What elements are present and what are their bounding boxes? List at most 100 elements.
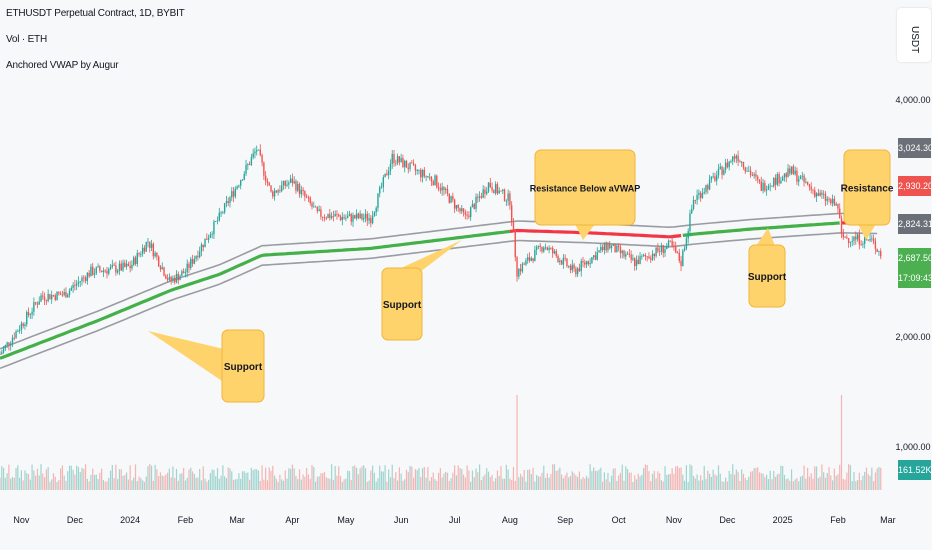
candle-body xyxy=(430,176,433,182)
candle-body xyxy=(585,261,588,265)
candle-body xyxy=(396,156,399,164)
volume-bar xyxy=(166,472,169,490)
volume-bar xyxy=(302,474,304,490)
candle-body xyxy=(411,162,413,164)
candle-body xyxy=(621,250,623,254)
volume-bar xyxy=(409,465,411,490)
volume-bar xyxy=(561,474,563,490)
volume-bar xyxy=(199,468,201,490)
volume-bar xyxy=(782,466,784,490)
volume-bar xyxy=(760,473,762,490)
candle-body xyxy=(131,264,133,269)
callout-support-3: Support xyxy=(748,228,787,308)
candle-body xyxy=(420,170,422,178)
candle-body xyxy=(58,291,60,294)
candle-body xyxy=(551,247,554,254)
time-tick-14: 2025 xyxy=(773,515,793,525)
candle-body xyxy=(764,182,766,191)
volume-legend[interactable]: Vol · ETH xyxy=(6,34,47,45)
volume-bar xyxy=(664,466,666,490)
volume-bar xyxy=(860,480,862,490)
candle-body xyxy=(710,176,713,180)
candle-body xyxy=(657,247,659,252)
candle-body xyxy=(660,245,663,252)
candle-body xyxy=(849,241,852,243)
volume-bar xyxy=(655,478,657,490)
volume-bar xyxy=(598,469,600,490)
candle-body xyxy=(783,173,786,178)
candle-body xyxy=(721,166,723,175)
volume-bar xyxy=(11,476,14,490)
candle-body xyxy=(184,272,187,274)
volume-bar xyxy=(29,479,31,490)
candle-body xyxy=(222,212,224,214)
volume-bar xyxy=(430,476,433,490)
candle-body xyxy=(286,184,288,186)
volume-bar xyxy=(803,465,805,490)
volume-bar xyxy=(1,466,3,490)
volume-tag: 161.52K xyxy=(898,460,932,480)
candle-body xyxy=(617,245,620,248)
candle-body xyxy=(18,329,21,332)
volume-bar xyxy=(83,469,85,490)
candle-body xyxy=(270,185,272,192)
candle-body xyxy=(712,176,714,178)
volume-bar xyxy=(534,481,536,490)
volume-bar xyxy=(125,472,128,490)
volume-bar xyxy=(311,465,313,490)
callout-support-2-box xyxy=(381,267,423,341)
volume-bar xyxy=(354,465,356,490)
candle-body xyxy=(851,240,853,242)
callout-resistance-pointer xyxy=(858,224,876,240)
candle-body xyxy=(753,174,755,176)
candle-body xyxy=(489,182,491,188)
indicator-legend[interactable]: Anchored VWAP by Augur xyxy=(6,60,119,71)
volume-bar xyxy=(84,464,87,490)
candle-body xyxy=(352,215,354,222)
candle-body xyxy=(592,255,595,258)
volume-bar xyxy=(22,480,24,490)
volume-bar xyxy=(316,476,318,490)
callout-support-1-box xyxy=(221,329,265,403)
volume-bar xyxy=(314,481,317,490)
volume-bar xyxy=(721,481,723,490)
candle-body xyxy=(261,155,263,163)
candle-body xyxy=(605,242,607,251)
candle-body xyxy=(332,216,335,217)
candle-body xyxy=(51,295,53,300)
candle-body xyxy=(393,153,395,163)
candle-body xyxy=(147,241,149,243)
volume-bar xyxy=(607,472,609,490)
symbol-legend[interactable]: ETHUSDT Perpetual Contract, 1D, BYBIT xyxy=(6,8,185,19)
candle-body xyxy=(473,204,475,209)
volume-bar xyxy=(133,477,135,490)
volume-bar xyxy=(678,467,680,490)
candle-body xyxy=(366,213,368,221)
candle-body xyxy=(341,217,344,221)
candle-body xyxy=(767,186,770,190)
candle-body xyxy=(468,215,470,218)
candle-body xyxy=(154,252,156,257)
volume-bar xyxy=(753,468,755,490)
volume-bar xyxy=(826,473,828,490)
volume-bar xyxy=(282,480,285,490)
candle-body xyxy=(380,187,383,188)
volume-bar xyxy=(138,476,140,490)
volume-bar xyxy=(363,465,365,490)
candle-body xyxy=(562,257,565,265)
volume-bar xyxy=(758,472,761,490)
volume-bar xyxy=(117,479,119,490)
time-tick-1: Dec xyxy=(67,515,84,525)
volume-bar xyxy=(509,478,511,490)
candle-body xyxy=(773,177,775,187)
volume-bar xyxy=(491,475,493,490)
volume-bar xyxy=(8,464,10,490)
candle-body xyxy=(480,196,483,198)
volume-bar xyxy=(240,478,242,490)
candle-body xyxy=(245,165,247,174)
volume-bar xyxy=(443,473,445,490)
volume-bar xyxy=(717,465,720,490)
currency-selector[interactable]: USDT xyxy=(897,8,931,62)
volume-bar xyxy=(331,464,333,490)
